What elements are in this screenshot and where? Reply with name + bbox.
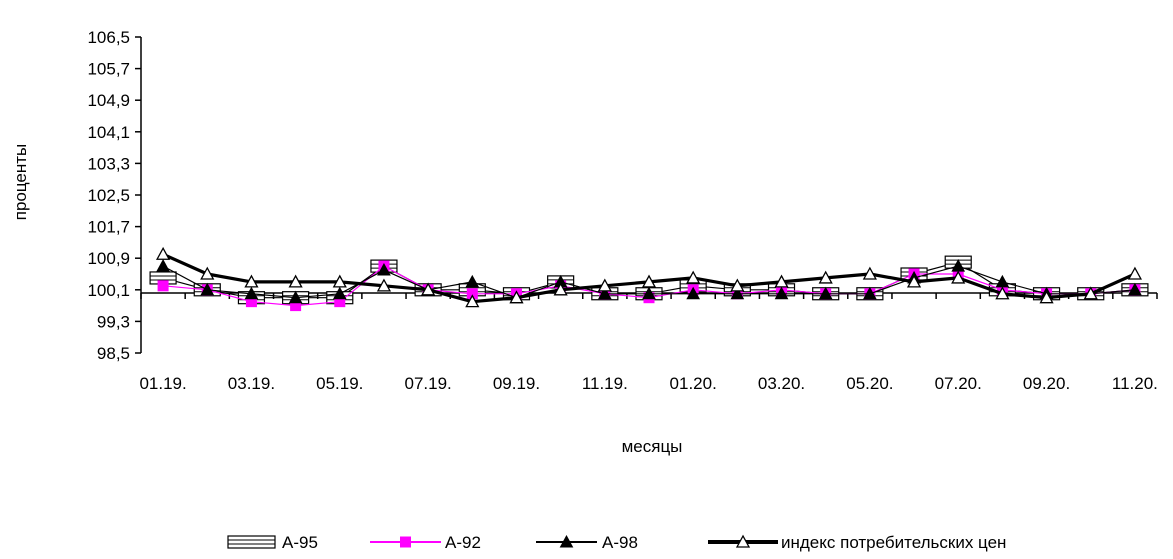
data-point: [157, 280, 169, 292]
y-tick-label: 102,5: [87, 186, 130, 205]
data-point: [863, 286, 877, 300]
y-tick-label: 105,7: [87, 60, 130, 79]
x-tick-label: 03.19.: [228, 374, 275, 393]
data-point: [553, 282, 568, 296]
data-point: [377, 263, 391, 276]
y-axis: 106,5 105,7 104,9 104,1 103,3 102,5 101,7 100,9…: [87, 28, 142, 363]
x-tick-label: 01.19.: [139, 374, 186, 393]
data-point: [421, 282, 436, 296]
x-tick-label: 11.20.: [1112, 374, 1158, 393]
data-point: [730, 286, 745, 300]
x-tick-label: 07.19.: [404, 374, 451, 393]
y-tick-label: 106,5: [87, 28, 130, 47]
x-tick-label: 11.19.: [582, 374, 628, 393]
data-point: [376, 278, 392, 292]
data-point: [288, 290, 303, 304]
data-point: [288, 274, 303, 288]
data-point: [686, 286, 701, 300]
data-point: [995, 274, 1010, 288]
data-point: [818, 286, 833, 300]
y-tick-label: 103,3: [87, 154, 130, 173]
x-axis-title: месяцы: [622, 437, 683, 456]
data-point: [149, 271, 177, 285]
data-point: [465, 294, 480, 308]
data-point: [995, 286, 1010, 300]
x-tick-label: 09.19.: [493, 374, 540, 393]
data-point: [686, 270, 701, 284]
x-tick-label: 03.20.: [758, 374, 805, 393]
data-point: [642, 286, 656, 300]
data-point: [1083, 286, 1098, 300]
x-tick-label: 01.20.: [670, 374, 717, 393]
legend-item-1: А-95: [227, 533, 318, 552]
series-4: [155, 246, 1143, 308]
data-point: [597, 278, 612, 292]
data-point: [200, 282, 215, 296]
data-point: [1127, 266, 1143, 280]
legend-item-2: А-92: [370, 533, 481, 552]
x-tick-label: 05.20.: [846, 374, 893, 393]
legend-label: А-92: [445, 533, 481, 552]
data-point: [1128, 282, 1142, 296]
data-point: [1039, 290, 1054, 304]
data-point: [244, 286, 259, 300]
y-tick-label: 100,9: [87, 249, 130, 268]
data-point: [774, 286, 789, 300]
legend-label: А-95: [282, 533, 318, 552]
data-point: [200, 266, 215, 280]
legend: А-95 А-92 А-98 индекс потребительских цен: [227, 533, 1006, 552]
y-tick-label: 104,1: [87, 123, 130, 142]
x-tick-label: 07.20.: [935, 374, 982, 393]
data-point: [951, 270, 966, 284]
data-point: [774, 274, 789, 288]
data-point: [332, 274, 347, 288]
y-tick-label: 100,1: [87, 281, 130, 300]
data-point: [509, 290, 524, 304]
data-point: [818, 270, 833, 284]
data-point: [597, 286, 612, 300]
legend-swatch: [735, 534, 751, 548]
legend-item-3: А-98: [536, 533, 638, 552]
legend-swatch: [559, 534, 574, 548]
data-point: [862, 266, 877, 280]
y-tick-label: 99,3: [97, 312, 130, 331]
series-layer: [149, 246, 1149, 312]
x-tick-label: 05.19.: [316, 374, 363, 393]
y-tick-label: 104,9: [87, 91, 130, 110]
data-point: [155, 246, 171, 260]
data-point: [244, 274, 259, 288]
data-point: [156, 259, 170, 272]
legend-label: индекс потребительских цен: [781, 533, 1006, 552]
data-point: [730, 278, 745, 292]
y-tick-label: 98,5: [97, 344, 130, 363]
data-point: [465, 274, 480, 288]
x-tick-label: 09.20.: [1023, 374, 1070, 393]
legend-swatch: [400, 536, 411, 548]
legend-label: А-98: [602, 533, 638, 552]
legend-swatch: [227, 535, 276, 549]
y-axis-title: проценты: [11, 144, 30, 221]
legend-item-4: индекс потребительских цен: [708, 533, 1006, 552]
data-point: [906, 274, 922, 288]
data-point: [332, 286, 347, 300]
data-point: [641, 274, 657, 288]
y-tick-label: 101,7: [87, 218, 130, 237]
